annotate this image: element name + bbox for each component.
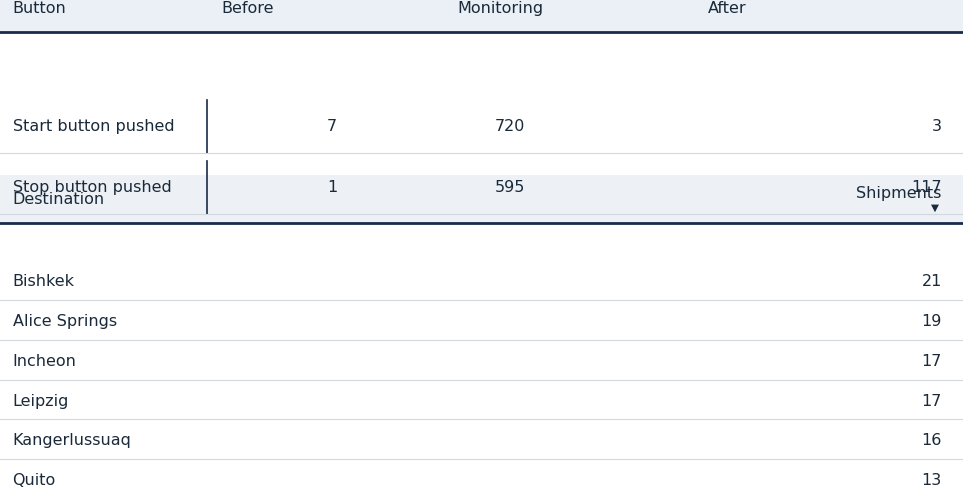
Bar [0, 462, 963, 490]
Text: 21: 21 [922, 274, 942, 290]
Text: 17: 17 [922, 354, 942, 369]
Bar [0, 0, 963, 32]
Text: After: After [708, 1, 746, 16]
Text: Shipments: Shipments [856, 186, 942, 201]
Bar [0, 175, 963, 214]
Text: 595: 595 [495, 180, 526, 195]
Text: Quito: Quito [13, 473, 56, 488]
Text: 19: 19 [922, 314, 942, 329]
Bar [0, 343, 963, 380]
Text: Stop button pushed: Stop button pushed [13, 180, 171, 195]
Text: 7: 7 [326, 120, 337, 134]
Text: Kangerlussuaq: Kangerlussuaq [13, 433, 131, 448]
Bar [0, 175, 963, 223]
Text: Monitoring: Monitoring [457, 1, 544, 16]
Text: Alice Springs: Alice Springs [13, 314, 117, 329]
Text: Bishkek: Bishkek [13, 274, 74, 290]
Text: Before: Before [221, 1, 274, 16]
Bar [0, 161, 963, 214]
Text: 16: 16 [922, 433, 942, 448]
Text: 17: 17 [922, 393, 942, 409]
Text: ▼: ▼ [931, 202, 939, 213]
Text: Leipzig: Leipzig [13, 393, 69, 409]
Text: 3: 3 [932, 120, 942, 134]
Text: 117: 117 [911, 180, 942, 195]
Text: Incheon: Incheon [13, 354, 76, 369]
Text: Button: Button [13, 1, 66, 16]
Bar [0, 422, 963, 459]
Text: 1: 1 [326, 180, 337, 195]
Bar [0, 264, 963, 300]
Text: 13: 13 [922, 473, 942, 488]
Bar [0, 383, 963, 419]
Text: Start button pushed: Start button pushed [13, 120, 174, 134]
Bar [0, 100, 963, 153]
Text: Destination: Destination [13, 192, 105, 207]
Text: 720: 720 [495, 120, 526, 134]
Bar [0, 303, 963, 340]
